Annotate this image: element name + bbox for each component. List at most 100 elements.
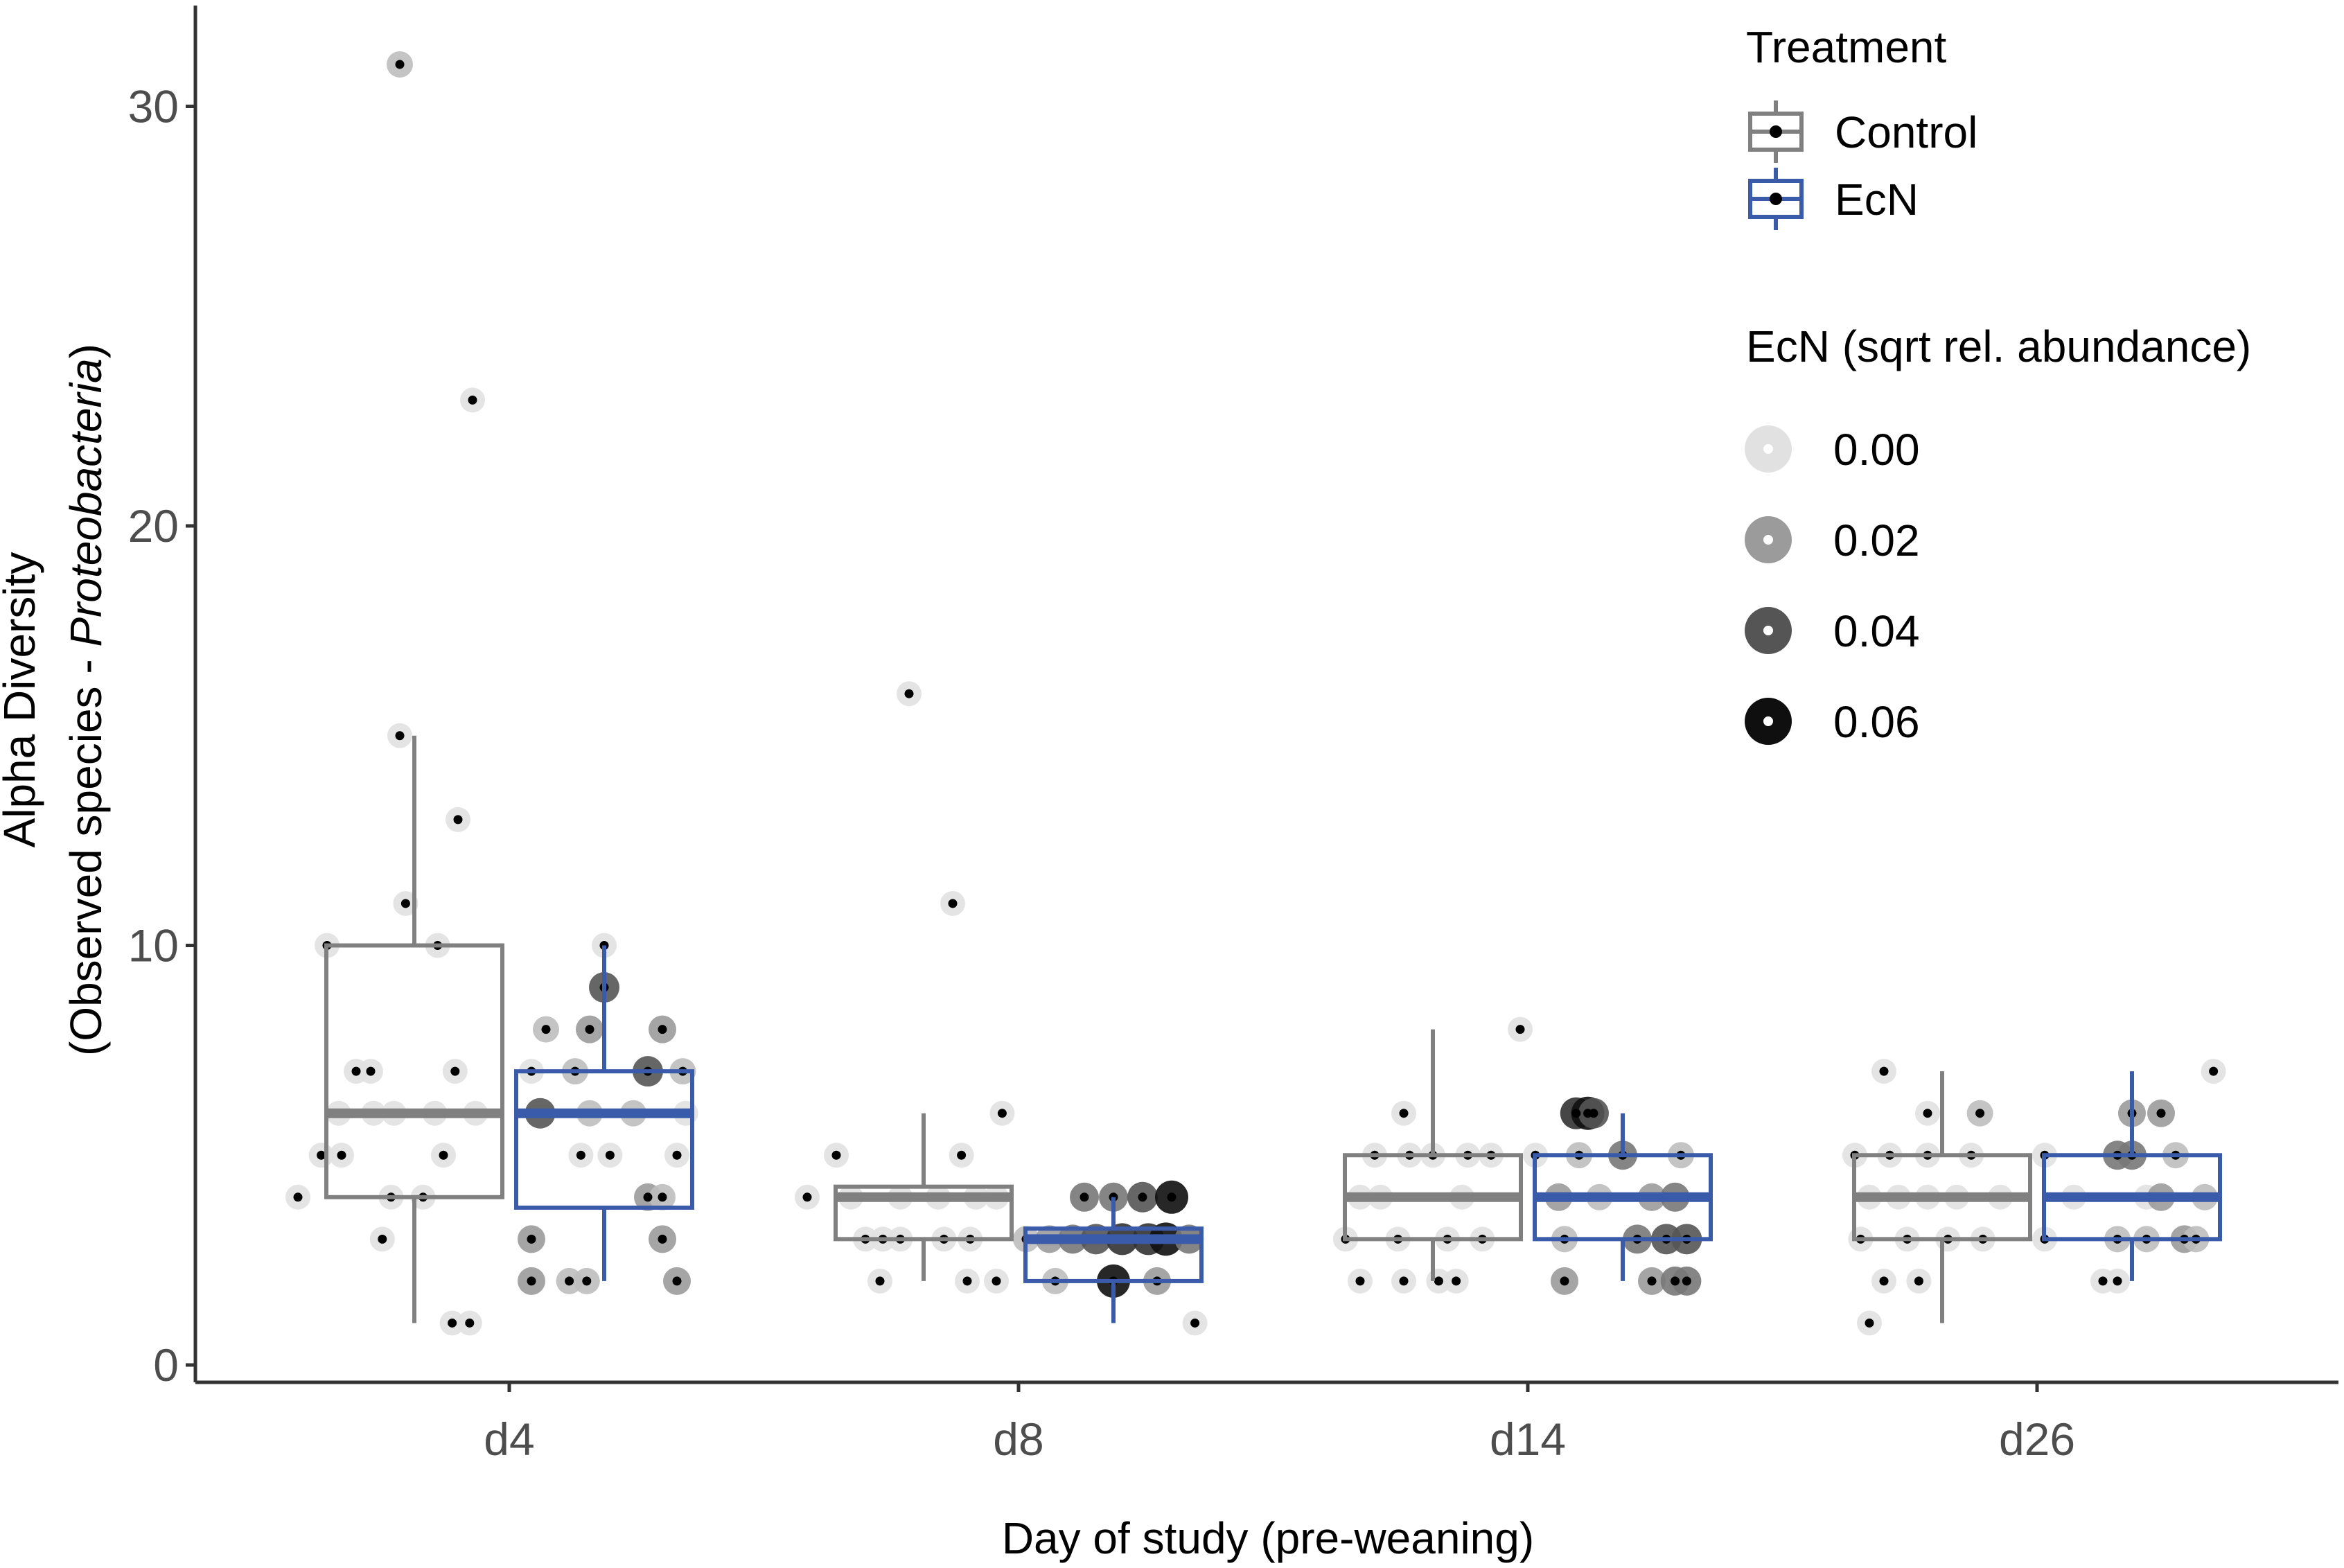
data-point-center <box>658 1025 667 1034</box>
data-point-center <box>465 1318 475 1328</box>
box-d4-control <box>324 735 504 1323</box>
data-point-center <box>802 1192 812 1202</box>
x-axis-title: Day of study (pre-weaning) <box>1002 1513 1534 1563</box>
legend-treatment-keys: Control EcN <box>1748 100 1977 230</box>
data-point-center <box>2113 1276 2122 1286</box>
data-point-center <box>453 815 463 825</box>
data-point-center <box>1355 1276 1365 1286</box>
legend-abundance-center <box>1763 535 1773 545</box>
data-point-center <box>317 1150 326 1160</box>
data-point-center <box>395 60 405 69</box>
data-point-center <box>1923 1109 1932 1118</box>
data-point-center <box>1080 1192 1089 1202</box>
data-point-center <box>1399 1109 1409 1118</box>
y-axis-title-suffix: ) <box>61 344 111 358</box>
data-point-center <box>1452 1276 1461 1286</box>
data-point-center <box>672 1276 682 1286</box>
data-point-center <box>672 1150 682 1160</box>
y-tick-label: 10 <box>128 920 179 971</box>
legend: Treatment Control EcN EcN (sqrt rel. abun… <box>1745 22 2251 747</box>
y-axis-title-line2: (Observed species - Proteobacteria) <box>61 344 111 1056</box>
data-point-center <box>1434 1276 1443 1286</box>
points-layer <box>285 51 2226 1336</box>
legend-treatment-title: Treatment <box>1746 22 1947 72</box>
data-point-center <box>658 1234 667 1244</box>
legend-abundance-center <box>1763 716 1773 726</box>
data-point-center <box>957 1150 967 1160</box>
box-iqr <box>1023 1226 1204 1283</box>
legend-abundance-0.06: 0.06 <box>1745 697 1920 747</box>
box-d14-control <box>1343 1029 1523 1281</box>
legend-abundance-label: 0.00 <box>1833 425 1920 475</box>
legend-abundance-0.00: 0.00 <box>1745 425 1920 475</box>
legend-key-dot <box>1770 193 1782 205</box>
data-point-center <box>541 1025 551 1034</box>
data-point-center <box>1515 1025 1525 1034</box>
data-point-center <box>948 899 958 908</box>
data-point-center <box>582 1276 592 1286</box>
data-point-center <box>1879 1066 1889 1076</box>
data-point-center <box>1589 1109 1598 1118</box>
x-tick-label: d14 <box>1490 1413 1566 1465</box>
data-point-center <box>658 1192 667 1202</box>
legend-label-control: Control <box>1835 107 1977 157</box>
data-point-center <box>585 1025 594 1034</box>
y-tick-label: 0 <box>153 1339 179 1391</box>
x-tick-label: d4 <box>484 1413 534 1465</box>
data-point-center <box>1399 1276 1409 1286</box>
data-point-center <box>450 1066 460 1076</box>
legend-abundance-label: 0.04 <box>1833 606 1920 656</box>
data-point-center <box>1571 1109 1581 1118</box>
box-d4-ecn <box>514 945 694 1281</box>
legend-abundance-keys: 0.00 0.02 0.04 0.06 <box>1745 425 1920 747</box>
data-point-center <box>875 1276 885 1286</box>
data-point-center <box>2209 1066 2219 1076</box>
data-point-center <box>1865 1318 1874 1328</box>
data-point-center <box>395 731 405 741</box>
legend-label-ecn: EcN <box>1835 175 1919 224</box>
data-point-center <box>605 1150 615 1160</box>
y-ticks: 0 10 20 30 <box>128 81 195 1391</box>
x-tick-label: d8 <box>993 1413 1043 1465</box>
legend-abundance-label: 0.06 <box>1833 697 1920 747</box>
data-point-center <box>337 1150 346 1160</box>
data-point-center <box>2098 1276 2108 1286</box>
data-point-center <box>293 1192 303 1202</box>
box-iqr <box>324 943 504 1199</box>
y-tick-label: 30 <box>128 81 179 132</box>
legend-abundance-0.04: 0.04 <box>1745 606 1920 656</box>
data-point-center <box>992 1276 1001 1286</box>
box-d26-control <box>1852 1071 2032 1323</box>
box-iqr <box>834 1184 1014 1242</box>
data-point-center <box>831 1150 841 1160</box>
y-axis-title-italic: Proteobacteria <box>61 358 111 646</box>
legend-key-ecn: EcN <box>1748 168 1919 230</box>
box-d14-ecn <box>1533 1113 1713 1281</box>
legend-abundance-center <box>1763 444 1773 454</box>
legend-abundance-label: 0.02 <box>1833 516 1920 565</box>
y-axis-title: Alpha Diversity (Observed species - Prot… <box>0 344 111 1056</box>
data-point-center <box>643 1192 653 1202</box>
data-point-center <box>576 1150 585 1160</box>
data-point-center <box>439 1150 448 1160</box>
data-point-center <box>351 1066 361 1076</box>
legend-abundance-center <box>1763 626 1773 635</box>
data-point-center <box>1190 1318 1200 1328</box>
box-iqr <box>514 1069 694 1210</box>
data-point-center <box>1879 1276 1889 1286</box>
box-d26-ecn <box>2042 1071 2222 1281</box>
box-d8-ecn <box>1023 1197 1204 1323</box>
data-point-center <box>1167 1192 1177 1202</box>
y-axis-title-line1: Alpha Diversity <box>0 552 44 848</box>
data-point-center <box>962 1276 972 1286</box>
data-point-center <box>2156 1109 2166 1118</box>
data-point-center <box>904 689 914 698</box>
data-point-center <box>1560 1276 1569 1286</box>
data-point-center <box>1914 1276 1923 1286</box>
data-point-center <box>527 1234 536 1244</box>
data-point-center <box>565 1276 574 1286</box>
data-point-center <box>1138 1192 1147 1202</box>
data-point-center <box>1647 1276 1657 1286</box>
legend-key-dot <box>1770 125 1782 138</box>
